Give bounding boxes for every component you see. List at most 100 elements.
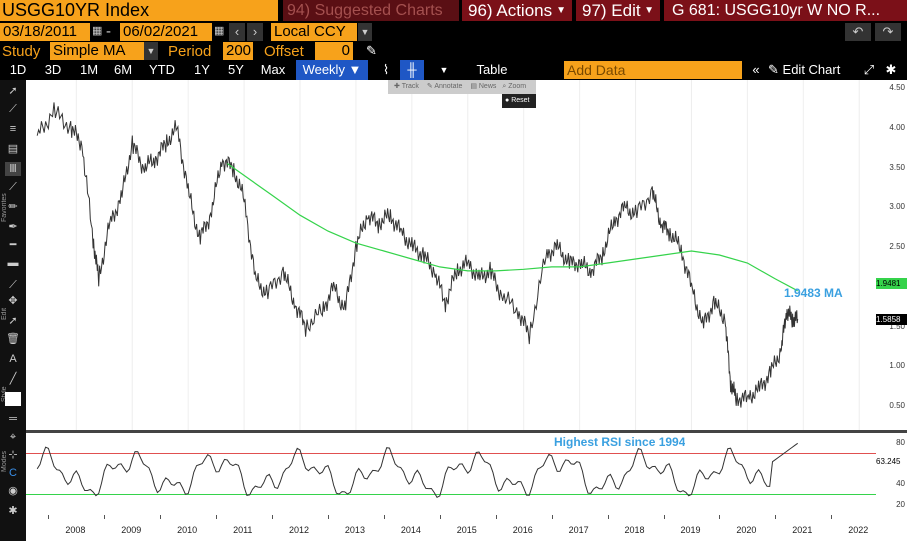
resize-icon[interactable]: ⤢ <box>863 62 875 77</box>
period-1y[interactable]: 1Y <box>194 62 210 77</box>
pen-icon[interactable]: ✒ <box>8 221 18 233</box>
ruler-icon[interactable]: ⟋ <box>9 181 17 193</box>
x-tick-label: 2021 <box>792 525 813 535</box>
palette-icon[interactable]: ◉ <box>8 485 18 497</box>
study-label: Study <box>2 43 41 60</box>
x-tick-mark <box>383 515 385 519</box>
horizontal-line-icon[interactable]: ━ <box>9 239 17 251</box>
period-label: Period <box>168 43 212 60</box>
frequency-select[interactable]: Weekly ▼ <box>296 60 368 80</box>
prev-arrow-icon[interactable]: ‹ <box>229 23 245 41</box>
x-tick-label: 2014 <box>400 525 421 535</box>
rsi-panel[interactable]: Highest RSI since 1994 <box>26 433 876 515</box>
study-bar: Study Simple MA ▼ Period 200 Offset 0 ✎ <box>0 42 907 60</box>
x-tick-label: 2016 <box>512 525 533 535</box>
chart-title: G 681: USGG10yr W NO R... <box>664 0 907 21</box>
rsi-y-axis: 8060402063.245 <box>876 433 907 515</box>
cycle-icon[interactable]: C <box>9 467 17 479</box>
end-date-field[interactable]: 06/02/2021 <box>120 23 212 41</box>
x-tick-mark <box>104 515 106 519</box>
y-tick-label: 0.50 <box>889 401 905 411</box>
ma-series <box>226 163 798 292</box>
bar-tool-icon[interactable]: Ⅲ <box>5 162 21 176</box>
trash-icon[interactable]: 🗑 <box>6 333 20 345</box>
x-tick-label: 2017 <box>568 525 589 535</box>
color-swatch-icon[interactable] <box>5 392 21 406</box>
edit-chart-label: Edit Chart <box>782 62 841 77</box>
period-ytd[interactable]: YTD <box>149 62 175 77</box>
offset-label: Offset <box>264 43 304 60</box>
axis-corner <box>876 515 907 541</box>
font-icon[interactable]: A <box>9 353 17 365</box>
calendar-icon[interactable]: ▦ <box>92 25 103 37</box>
undo-icon[interactable]: ↶ <box>845 23 871 41</box>
ticker-field[interactable]: USGG10YR Index <box>0 0 278 21</box>
x-tick-label: 2013 <box>344 525 365 535</box>
pane-divider[interactable] <box>26 430 907 433</box>
ma-label: 1.9483 MA <box>784 286 843 300</box>
line-chart-icon[interactable]: ⌇ <box>382 62 390 77</box>
rsi-chart <box>26 442 876 498</box>
text-tool-icon[interactable]: ▤ <box>7 143 19 155</box>
x-tick-label: 2015 <box>456 525 477 535</box>
x-tick-label: 2020 <box>736 525 757 535</box>
period-3d[interactable]: 3D <box>44 62 62 77</box>
period-max[interactable]: Max <box>260 62 286 77</box>
study-select[interactable]: Simple MA <box>50 42 144 60</box>
settings-icon[interactable]: ✱ <box>8 505 18 517</box>
chevron-down-icon[interactable]: ▼ <box>439 65 449 75</box>
fibonacci-icon[interactable]: ≡ <box>9 123 17 135</box>
actions-menu[interactable]: 96) Actions ▼ <box>462 0 572 21</box>
price-chart-panel[interactable]: ✚ Track ✎ Annotate ▤ News ⌕ Zoom ● Reset… <box>26 80 876 430</box>
chart-toolbar: 1D 3D 1M 6M YTD 1Y 5Y Max Weekly ▼ ⌇ ╫ ▼… <box>0 60 907 80</box>
pin-icon[interactable]: ⌖ <box>9 431 17 443</box>
rsi-series <box>36 442 798 498</box>
price-series <box>36 102 799 408</box>
zoom-tool[interactable]: ⌕ Zoom <box>502 83 527 90</box>
table-button[interactable]: Table <box>476 62 508 77</box>
period-input[interactable]: 200 <box>223 42 253 60</box>
x-tick-mark <box>775 515 777 519</box>
line-style-icon[interactable]: ╱ <box>9 373 17 385</box>
suggested-charts-button[interactable]: 94) Suggested Charts <box>283 0 459 21</box>
period-1d[interactable]: 1D <box>9 62 27 77</box>
thickness-icon[interactable]: ═ <box>9 413 17 425</box>
period-6m[interactable]: 6M <box>113 62 133 77</box>
news-tool[interactable]: ▤ News <box>470 83 497 90</box>
annotate-tool[interactable]: ✎ Annotate <box>426 83 463 90</box>
title-bar: USGG10YR Index 94) Suggested Charts 96) … <box>0 0 907 22</box>
pencil-icon[interactable]: ✎ <box>366 43 377 58</box>
offset-input[interactable]: 0 <box>315 42 353 60</box>
track-tool[interactable]: ✚ Track <box>394 83 419 90</box>
y-tick-label: 4.00 <box>889 122 905 132</box>
collapse-icon[interactable]: « <box>752 62 760 77</box>
gear-icon[interactable]: ✱ <box>885 62 897 77</box>
y-tick-label: 1.00 <box>889 361 905 371</box>
reset-button[interactable]: ● Reset <box>502 94 536 108</box>
period-1m[interactable]: 1M <box>79 62 99 77</box>
redo-icon[interactable]: ↷ <box>875 23 901 41</box>
chevron-down-icon[interactable]: ▼ <box>358 23 372 41</box>
x-tick-label: 2012 <box>289 525 310 535</box>
cursor-icon[interactable]: ➚ <box>8 85 18 97</box>
move-icon[interactable]: ✥ <box>8 295 18 307</box>
x-tick-label: 2010 <box>177 525 198 535</box>
y-tick-label: 1.50 <box>889 321 905 331</box>
draw-line-icon[interactable]: ⟋ <box>9 103 17 115</box>
edit-menu[interactable]: 97) Edit ▼ <box>576 0 660 21</box>
chevron-down-icon[interactable]: ▼ <box>144 42 158 60</box>
period-5y[interactable]: 5Y <box>228 62 244 77</box>
calendar-icon[interactable]: ▦ <box>214 25 225 37</box>
brush-icon[interactable]: ✏ <box>8 201 18 213</box>
pencil-icon: ✎ <box>768 62 779 77</box>
line-tool-icon[interactable]: ⟋ <box>9 279 17 291</box>
edit-chart-button[interactable]: ✎ Edit Chart <box>768 60 856 80</box>
start-date-field[interactable]: 03/18/2011 <box>0 23 90 41</box>
add-data-input[interactable]: Add Data <box>564 61 742 79</box>
next-arrow-icon[interactable]: › <box>247 23 263 41</box>
channel-icon[interactable]: ▬ <box>7 257 19 269</box>
select-icon[interactable]: ➚ <box>8 315 18 327</box>
bar-chart-icon[interactable]: ╫ <box>400 60 424 80</box>
currency-field[interactable]: Local CCY <box>271 23 357 41</box>
crosshair-icon[interactable]: ⊹ <box>8 449 18 461</box>
